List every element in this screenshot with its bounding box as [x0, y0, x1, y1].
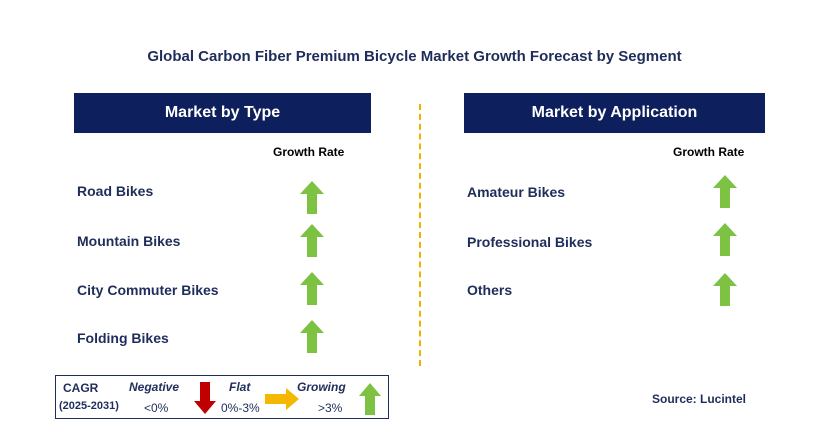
source-label: Source: Lucintel — [652, 392, 747, 406]
up-arrow-icon — [300, 272, 324, 305]
type-folding-bikes-label: Folding Bikes — [77, 330, 169, 346]
legend-growing-range: >3% — [318, 401, 343, 415]
type-city-commuter-bikes-label: City Commuter Bikes — [77, 282, 219, 298]
legend-cagr-label: CAGR — [63, 381, 99, 395]
up-arrow-icon — [300, 181, 324, 214]
legend-negative-range: <0% — [144, 401, 169, 415]
legend-flat-label: Flat — [229, 380, 251, 394]
cagr-legend: CAGR (2025-2031) Negative <0% Flat 0%-3%… — [55, 375, 389, 419]
type-road-bikes-label: Road Bikes — [77, 183, 154, 199]
up-arrow-icon — [713, 175, 737, 208]
application-amateur-bikes-label: Amateur Bikes — [467, 184, 566, 200]
down-arrow-icon — [194, 382, 216, 414]
legend-growing-label: Growing — [297, 380, 346, 394]
type-mountain-bikes-label: Mountain Bikes — [77, 233, 181, 249]
application-professional-bikes-label: Professional Bikes — [467, 234, 593, 250]
left-growth-rate-label: Growth Rate — [273, 145, 345, 159]
panel-divider — [419, 104, 421, 366]
market-by-type-header: Market by Type — [74, 93, 371, 133]
up-arrow-icon — [713, 273, 737, 306]
right-growth-rate-label: Growth Rate — [673, 145, 745, 159]
chart-title: Global Carbon Fiber Premium Bicycle Mark… — [147, 48, 682, 65]
application-others-label: Others — [467, 282, 513, 298]
right-arrow-icon — [265, 388, 299, 410]
legend-period-label: (2025-2031) — [59, 400, 119, 412]
up-arrow-icon — [713, 223, 737, 256]
market-by-application-header: Market by Application — [464, 93, 765, 133]
legend-flat-range: 0%-3% — [221, 401, 260, 415]
up-arrow-icon — [300, 320, 324, 353]
legend-negative-label: Negative — [129, 380, 180, 394]
up-arrow-icon — [359, 383, 381, 415]
up-arrow-icon — [300, 224, 324, 257]
